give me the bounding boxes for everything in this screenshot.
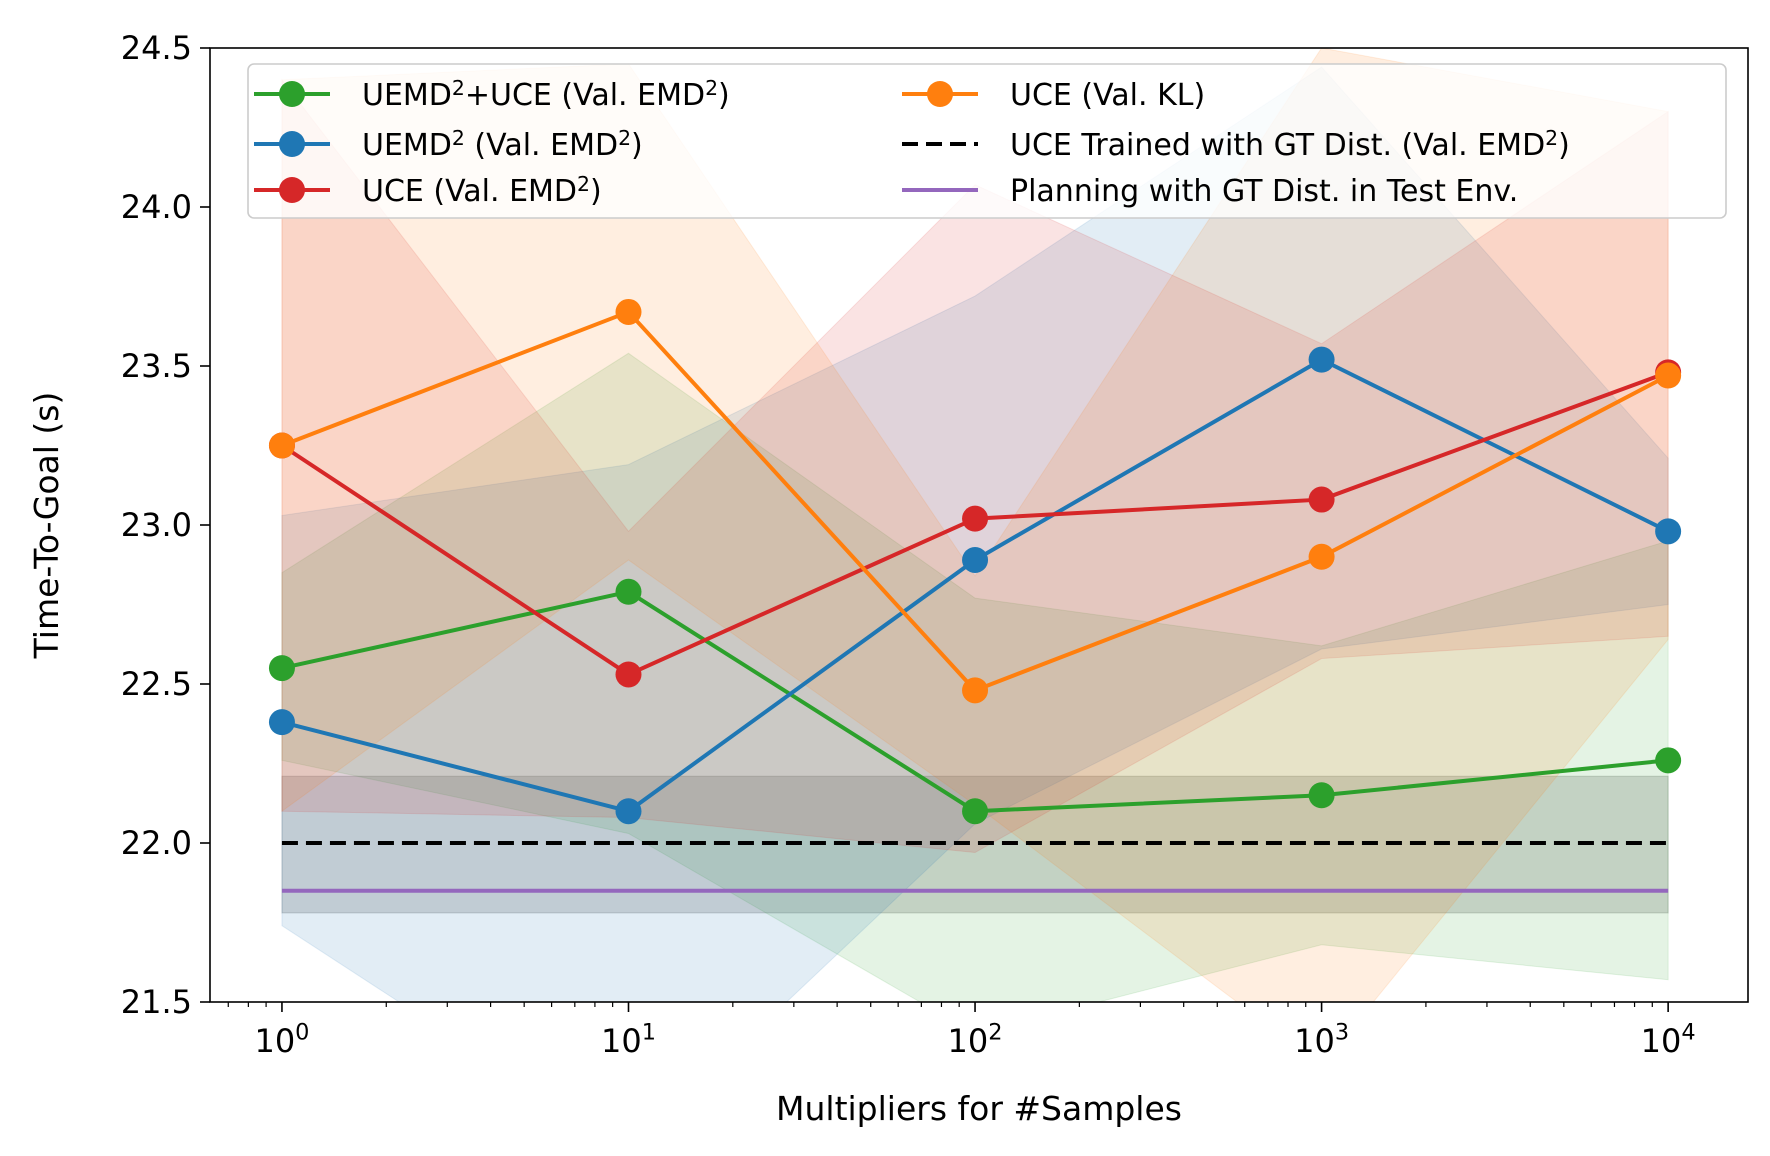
legend-label: UCE Trained with GT Dist. (Val. EMD2) [1010,126,1570,163]
data-point-1-1 [615,798,642,825]
label-part: +UCE (Val. EMD [465,78,705,113]
legend-label: UCE (Val. KL) [1010,78,1205,113]
data-point-0-0 [268,655,295,682]
legend-swatch-marker [927,81,953,107]
superscript: 2 [452,76,465,100]
y-tick-label-3: 23.0 [121,506,192,544]
legend-label: UCE (Val. EMD2) [362,172,602,209]
data-point-1-2 [962,546,989,573]
data-point-3-4 [1655,362,1682,389]
legend-entry-1: UEMD2 (Val. EMD2) [254,126,643,163]
data-point-2-2 [962,505,989,532]
x-tick-label-4: 104 [1641,1020,1696,1060]
x-axis-label: Multipliers for #Samples [776,1089,1182,1128]
legend-swatch-marker [279,177,305,203]
tick-base: 10 [948,1022,989,1060]
y-axis-label: Time-To-Goal (s) [27,392,66,660]
label-part: UCE (Val. KL) [1010,78,1205,113]
data-point-3-0 [268,432,295,459]
tick-exponent: 1 [642,1020,656,1046]
legend-label: UEMD2+UCE (Val. EMD2) [362,76,730,113]
tick-exponent: 0 [295,1020,309,1046]
label-part: ) [590,174,602,209]
data-point-0-3 [1308,782,1335,809]
data-point-2-1 [615,661,642,688]
label-part: UEMD [362,78,452,113]
data-point-3-3 [1308,543,1335,570]
y-tick-label-6: 24.5 [121,29,192,67]
x-tick-label-2: 102 [948,1020,1003,1060]
legend-entry-4: UCE Trained with GT Dist. (Val. EMD2) [902,126,1570,163]
label-part: ) [1558,128,1570,163]
label-part: ) [631,128,643,163]
label-part: UEMD [362,128,452,163]
data-point-2-3 [1308,486,1335,513]
data-point-1-0 [268,709,295,736]
series-lines [268,298,1682,825]
data-point-3-1 [615,298,642,325]
data-point-0-4 [1655,747,1682,774]
label-part: (Val. EMD [465,128,618,163]
data-point-0-2 [962,798,989,825]
legend-swatch-marker [279,131,305,157]
tick-base: 10 [254,1022,295,1060]
superscript: 2 [1545,126,1558,150]
data-point-3-2 [962,677,989,704]
confidence-bands [281,48,1669,1002]
y-tick-label-0: 21.5 [121,983,192,1021]
data-point-0-1 [615,578,642,605]
label-part: Planning with GT Dist. in Test Env. [1010,174,1518,209]
x-tick-label-1: 101 [601,1020,656,1060]
superscript: 2 [705,76,718,100]
label-part: ) [718,78,730,113]
y-tick-label-1: 22.0 [121,824,192,862]
legend-frame [247,63,1727,219]
legend-label: UEMD2 (Val. EMD2) [362,126,643,163]
superscript: 2 [577,172,590,196]
tick-exponent: 4 [1681,1020,1695,1046]
reference-lines [281,841,1669,893]
y-tick-label-2: 22.5 [121,665,192,703]
data-point-1-4 [1655,518,1682,545]
y-tick-label-5: 24.0 [121,188,192,226]
tick-exponent: 3 [1335,1020,1349,1046]
tick-base: 10 [1294,1022,1335,1060]
tick-base: 10 [1641,1022,1682,1060]
tick-base: 10 [601,1022,642,1060]
series-band-2 [281,78,1669,854]
legend-entry-2: UCE (Val. EMD2) [254,172,602,209]
series-band-3 [281,48,1669,1002]
legend-entry-3: UCE (Val. KL) [902,78,1205,113]
legend-swatch-marker [279,81,305,107]
superscript: 2 [618,126,631,150]
series-band-1 [281,66,1669,1002]
x-tick-label-0: 100 [254,1020,309,1060]
legend-entry-5: Planning with GT Dist. in Test Env. [902,174,1518,209]
data-point-1-3 [1308,346,1335,373]
superscript: 2 [452,126,465,150]
label-part: UCE Trained with GT Dist. (Val. EMD [1010,128,1545,163]
legend: UEMD2+UCE (Val. EMD2)UEMD2 (Val. EMD2)UC… [247,63,1727,219]
tick-exponent: 2 [988,1020,1002,1046]
x-tick-label-3: 103 [1294,1020,1349,1060]
legend-entry-0: UEMD2+UCE (Val. EMD2) [254,76,730,113]
y-tick-label-4: 23.5 [121,347,192,385]
legend-label: Planning with GT Dist. in Test Env. [1010,174,1518,209]
label-part: UCE (Val. EMD [362,174,577,209]
